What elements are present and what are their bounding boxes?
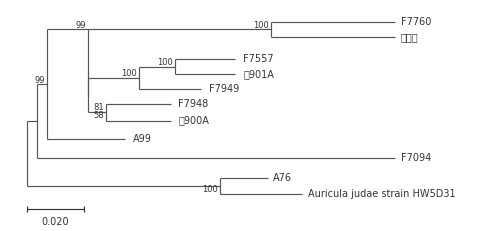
Text: 산900A: 산900A	[178, 116, 209, 126]
Text: 58: 58	[93, 111, 104, 120]
Text: F7094: F7094	[401, 153, 431, 163]
Text: F7760: F7760	[401, 17, 431, 27]
Text: 100: 100	[253, 21, 269, 30]
Text: 100: 100	[157, 58, 173, 67]
Text: A99: A99	[133, 134, 152, 144]
Text: 99: 99	[76, 21, 86, 30]
Text: 81: 81	[93, 103, 104, 112]
Text: 100: 100	[121, 69, 137, 78]
Text: F7948: F7948	[178, 99, 208, 109]
Text: 0.020: 0.020	[42, 217, 69, 227]
Text: F7557: F7557	[243, 54, 274, 64]
Text: 100: 100	[202, 185, 218, 194]
Text: Auricula judae strain HW5D31: Auricula judae strain HW5D31	[308, 189, 456, 199]
Text: 99: 99	[35, 76, 45, 85]
Text: A76: A76	[273, 173, 293, 182]
Text: F7949: F7949	[208, 84, 239, 94]
Text: 백목이: 백목이	[401, 32, 418, 42]
Text: 산901A: 산901A	[243, 69, 274, 79]
